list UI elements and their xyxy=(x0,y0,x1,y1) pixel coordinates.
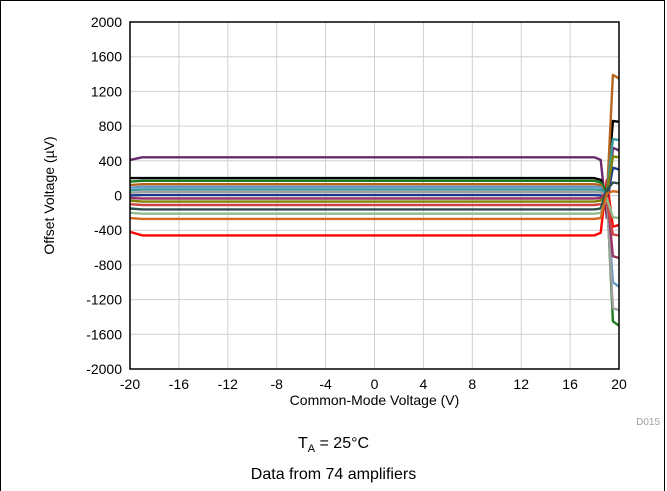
x-tick-label: 20 xyxy=(611,376,627,392)
series-line xyxy=(129,178,620,237)
y-tick-labels: 2000 1600 1200 800 400 0 -400 -800 -1200 -1600 -20… xyxy=(86,14,122,377)
x-tick-label: -20 xyxy=(120,376,140,392)
temp-subscript: A xyxy=(307,443,316,456)
y-tick-label: 800 xyxy=(99,118,123,134)
plot-border xyxy=(129,21,620,370)
series-line xyxy=(129,189,620,221)
series-line xyxy=(130,119,620,197)
y-tick-label: 1200 xyxy=(91,83,122,99)
y-axis-label: Offset Voltage (µV) xyxy=(41,136,57,254)
chart: -20 -16 -12 -8 -4 0 4 8 12 16 20 2000 1600 1200 800 40… xyxy=(41,14,660,428)
x-tick-label: -16 xyxy=(169,376,189,392)
series-group xyxy=(129,73,620,327)
series-line xyxy=(129,137,620,195)
series-line xyxy=(129,185,620,288)
series-line xyxy=(129,181,620,211)
y-tick-label: -400 xyxy=(94,222,122,238)
series-line xyxy=(129,190,620,260)
x-tick-label: 0 xyxy=(371,376,379,392)
series-line xyxy=(129,201,620,237)
y-tick-label: -800 xyxy=(94,257,122,273)
series-line xyxy=(129,179,620,327)
temp-symbol: T xyxy=(297,435,308,452)
x-tick-label: 16 xyxy=(562,376,578,392)
x-axis-label: Common-Mode Voltage (V) xyxy=(290,392,460,408)
y-tick-label: -1600 xyxy=(86,326,122,342)
x-tick-label: 12 xyxy=(513,376,529,392)
figure-code: D015 xyxy=(636,417,660,428)
x-tick-label: 4 xyxy=(420,376,428,392)
series-line xyxy=(129,166,620,202)
x-tick-label: -8 xyxy=(270,376,283,392)
x-tick-label: 8 xyxy=(468,376,476,392)
y-tick-label: -1200 xyxy=(86,292,122,308)
series-line xyxy=(129,155,620,203)
x-tick-label: -12 xyxy=(218,376,238,392)
series-line xyxy=(129,196,620,220)
x-tick-labels: -20 -16 -12 -8 -4 0 4 8 12 16 20 xyxy=(120,376,627,392)
y-tick-label: 2000 xyxy=(91,14,122,30)
y-tick-label: 400 xyxy=(99,153,123,169)
y-tick-label: -2000 xyxy=(86,361,122,377)
temp-value: = 25°C xyxy=(315,435,370,452)
sample-note: Data from 74 amplifiers xyxy=(250,466,417,483)
temperature-caption: TA = 25°C xyxy=(0,435,667,455)
y-tick-label: 1600 xyxy=(91,49,122,65)
series-line xyxy=(129,190,620,312)
x-tick-label: -4 xyxy=(319,376,332,392)
y-tick-label: 0 xyxy=(114,188,122,204)
series-line xyxy=(129,73,620,201)
